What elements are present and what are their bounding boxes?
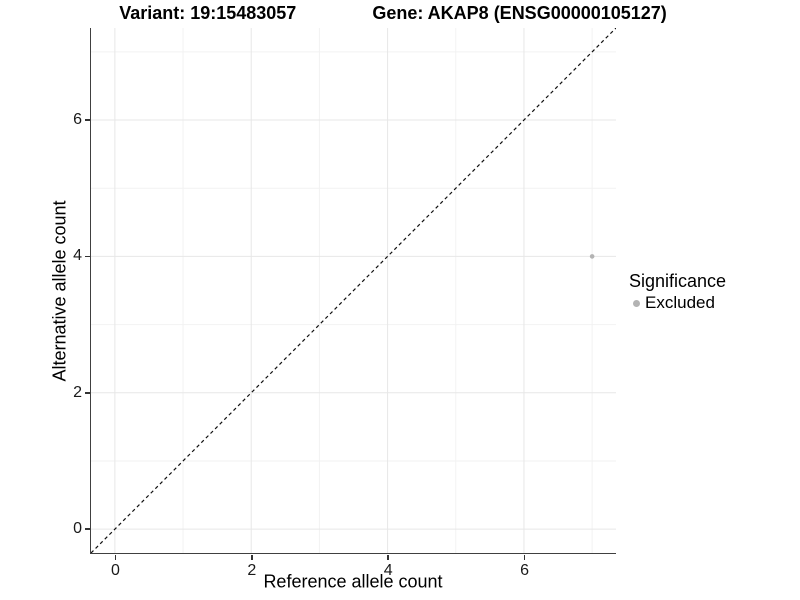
plot-title-gene: Gene: AKAP8 (ENSG00000105127)	[372, 3, 667, 23]
y-axis-tick	[85, 119, 90, 121]
legend-entry: Excluded	[629, 293, 726, 313]
y-axis-tick	[85, 528, 90, 530]
y-axis-tick	[85, 392, 90, 394]
x-axis-tick	[114, 554, 117, 560]
legend: Significance Excluded	[629, 271, 726, 313]
y-axis-tick-label: 2	[73, 383, 82, 401]
y-axis-tick	[85, 255, 90, 258]
legend-key-dot-icon	[633, 299, 640, 307]
x-axis-tick-label: 4	[383, 562, 393, 579]
plot-panel	[90, 28, 616, 554]
x-axis-tick	[387, 554, 389, 560]
y-axis-tick-label: 6	[73, 111, 82, 129]
x-axis-tick-label: 2	[247, 562, 257, 579]
data-point	[589, 254, 595, 259]
y-axis-title: Alternative allele count	[49, 200, 70, 382]
plot-title-variant: Variant: 19:15483057	[119, 3, 297, 23]
x-axis-title: Reference allele count	[263, 571, 443, 592]
legend-title: Significance	[629, 271, 727, 291]
x-axis-tick-label: 0	[111, 562, 120, 579]
identity-dashed-line	[91, 28, 616, 553]
y-axis-tick-label: 4	[73, 247, 82, 265]
x-axis-tick	[251, 554, 253, 560]
plot-canvas	[91, 28, 616, 553]
y-axis-tick-label: 0	[73, 520, 82, 538]
x-axis-tick	[523, 554, 526, 560]
plot-title: Variant: 19:15483057 Gene: AKAP8 (ENSG00…	[0, 3, 786, 24]
x-axis-tick-label: 6	[520, 562, 529, 579]
legend-entry-label: Excluded	[645, 293, 715, 312]
